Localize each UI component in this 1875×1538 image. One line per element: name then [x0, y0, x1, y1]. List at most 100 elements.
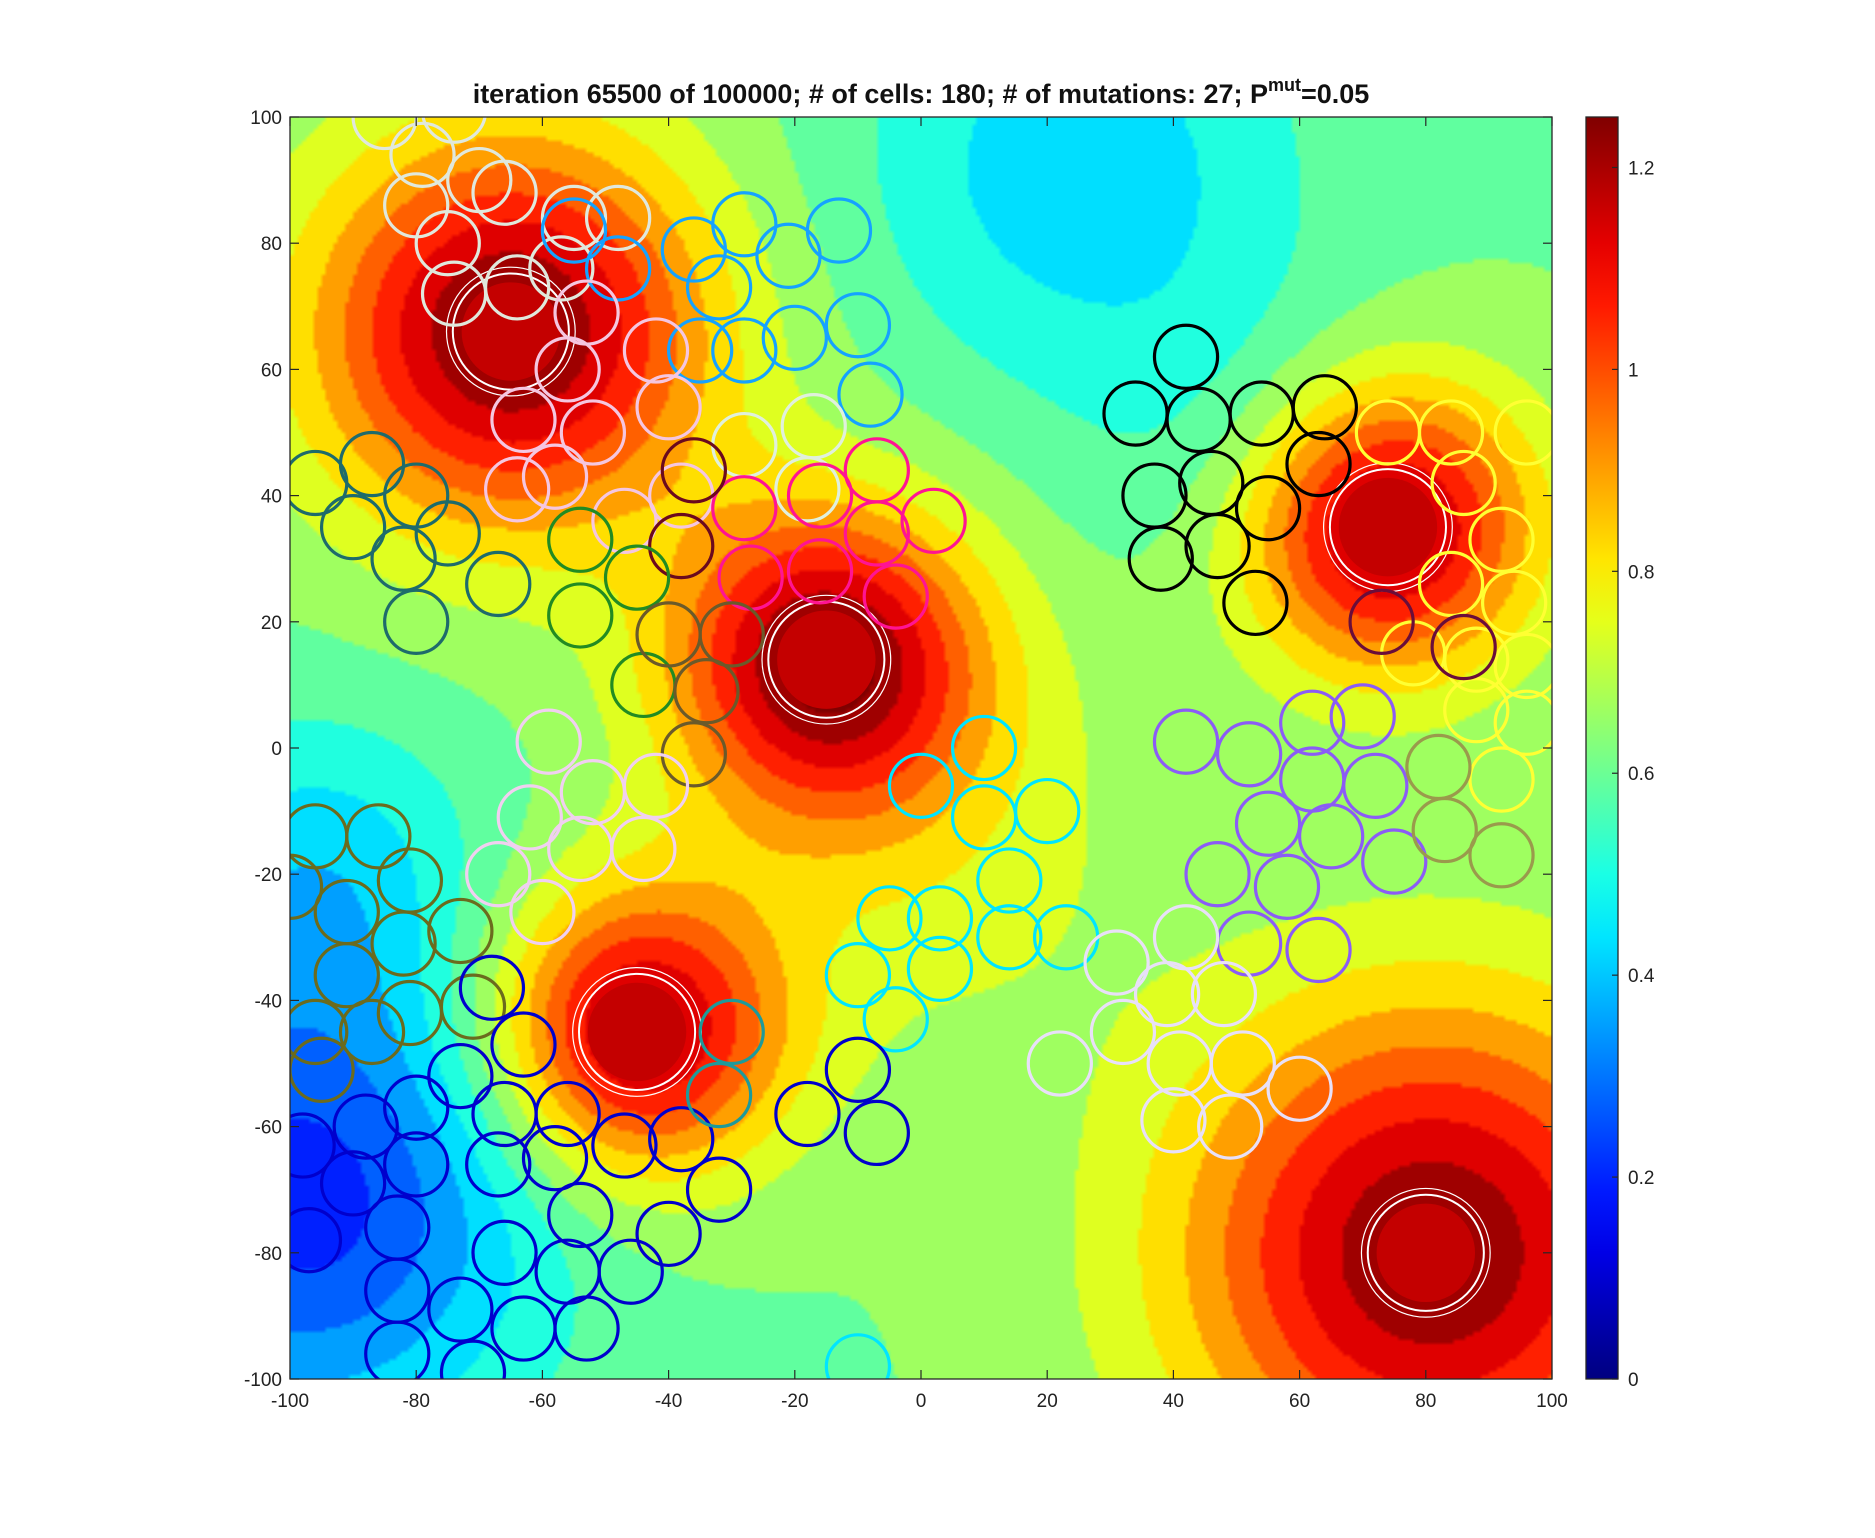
cell-circle: [1342, 752, 1409, 820]
colorbar-tick-label: 1.2: [1628, 158, 1654, 179]
cell-circle: [685, 1156, 753, 1223]
cell-circle: [465, 841, 532, 908]
colorbar-tick-label: 0.6: [1628, 764, 1654, 785]
cell-circle: [856, 885, 923, 952]
cell-circle: [824, 942, 892, 1009]
cell-circle: [484, 456, 551, 523]
x-tick-label: 100: [1536, 1391, 1568, 1412]
cell-circle: [1285, 430, 1352, 498]
cell-circle: [1493, 399, 1552, 466]
y-tick-label: -20: [255, 865, 282, 886]
cell-circle: [439, 973, 507, 1040]
cell-circle: [906, 935, 974, 1002]
cell-circle: [465, 550, 532, 618]
cell-circle: [648, 1106, 715, 1173]
cell-circle: [1133, 960, 1201, 1028]
x-tick-label: 20: [1037, 1391, 1058, 1412]
cell-circle: [547, 1181, 614, 1249]
cell-circles: [290, 117, 1552, 1379]
cell-circle: [824, 292, 892, 359]
y-tick-label: 0: [271, 739, 282, 760]
cell-circle: [471, 1219, 538, 1286]
cell-circle: [1127, 525, 1194, 592]
cell-circle: [471, 159, 538, 226]
cell-circle: [389, 121, 456, 189]
cell-circle: [1430, 613, 1497, 681]
cell-circle: [1215, 721, 1283, 788]
cell-circle: [862, 563, 929, 630]
cell-circle: [1417, 399, 1485, 466]
cell-circle: [976, 847, 1043, 914]
cell-circle: [515, 708, 582, 775]
cell-circle: [824, 1036, 892, 1103]
source-marker: [1360, 1187, 1491, 1318]
source-marker: [572, 966, 703, 1097]
cell-circle: [584, 235, 652, 302]
cell-circle: [490, 1011, 557, 1078]
cell-circle: [976, 904, 1043, 971]
cell-circle: [1184, 841, 1251, 908]
cell-circle: [458, 954, 526, 1021]
y-tick-label: -100: [244, 1370, 282, 1391]
cell-circle: [805, 197, 873, 264]
cell-circle: [786, 462, 854, 529]
cell-circle: [660, 437, 727, 504]
cell-circle: [490, 386, 557, 454]
cell-circle: [824, 1333, 892, 1379]
cell-circle: [1266, 1055, 1333, 1122]
cell-circle: [673, 658, 740, 725]
cell-circle: [591, 487, 658, 554]
cell-circle: [414, 210, 481, 277]
chart-title-main: iteration 65500 of 100000; # of cells: 1…: [473, 79, 1268, 109]
cell-circle: [906, 885, 974, 952]
cell-circle: [383, 1131, 450, 1198]
cell-circle: [1083, 929, 1150, 996]
cell-circle: [370, 525, 437, 592]
cell-circle: [521, 443, 589, 510]
colorbar-axis: 0 0.2 0.4 0.6 0.8 1 1.2: [1612, 158, 1655, 1391]
cell-circle: [1209, 1030, 1276, 1097]
cell-circle: [465, 1131, 532, 1198]
cell-circle: [414, 500, 481, 567]
cell-circle: [774, 456, 841, 523]
cell-circle: [383, 588, 450, 655]
cell-circle: [370, 910, 437, 977]
chart-title: iteration 65500 of 100000; # of cells: 1…: [473, 75, 1370, 109]
cell-circle: [648, 512, 715, 580]
cell-circle: [559, 399, 627, 466]
colorbar-tick-label: 1: [1628, 360, 1639, 381]
cell-circle: [364, 1320, 431, 1379]
cell-circle: [900, 487, 967, 554]
cell-circle: [1443, 676, 1510, 744]
cell-circle: [427, 1042, 494, 1110]
cell-circle: [622, 317, 690, 384]
cell-circle: [521, 1124, 589, 1192]
cell-circle: [1234, 475, 1302, 542]
cell-circle: [1026, 1030, 1093, 1097]
cell-circle: [338, 998, 406, 1066]
cell-circle: [591, 1112, 658, 1179]
cell-circle: [1253, 853, 1321, 920]
cell-circle: [290, 1207, 343, 1274]
cell-circle: [351, 117, 418, 151]
cell-circle: [761, 304, 828, 372]
cell-circle: [534, 336, 601, 403]
cell-circle: [711, 191, 778, 258]
cell-circle: [421, 117, 487, 144]
cell-circle: [1493, 632, 1552, 700]
cell-circle: [1152, 708, 1220, 775]
colorbar-tick-label: 0: [1628, 1370, 1639, 1391]
colorbar-tick-label: 0.2: [1628, 1168, 1654, 1189]
cell-circle: [1184, 512, 1251, 580]
cell-circle: [383, 1074, 450, 1141]
cell-circle: [553, 1295, 620, 1362]
y-tick-label: 60: [261, 360, 282, 381]
y-tick-label: -40: [255, 991, 282, 1012]
x-tick-label: 40: [1163, 1391, 1184, 1412]
source-markers: [445, 266, 1491, 1318]
cell-circle: [1297, 803, 1365, 870]
cell-circle: [427, 1276, 494, 1343]
cell-circle: [698, 601, 765, 668]
cell-circle: [290, 998, 349, 1066]
